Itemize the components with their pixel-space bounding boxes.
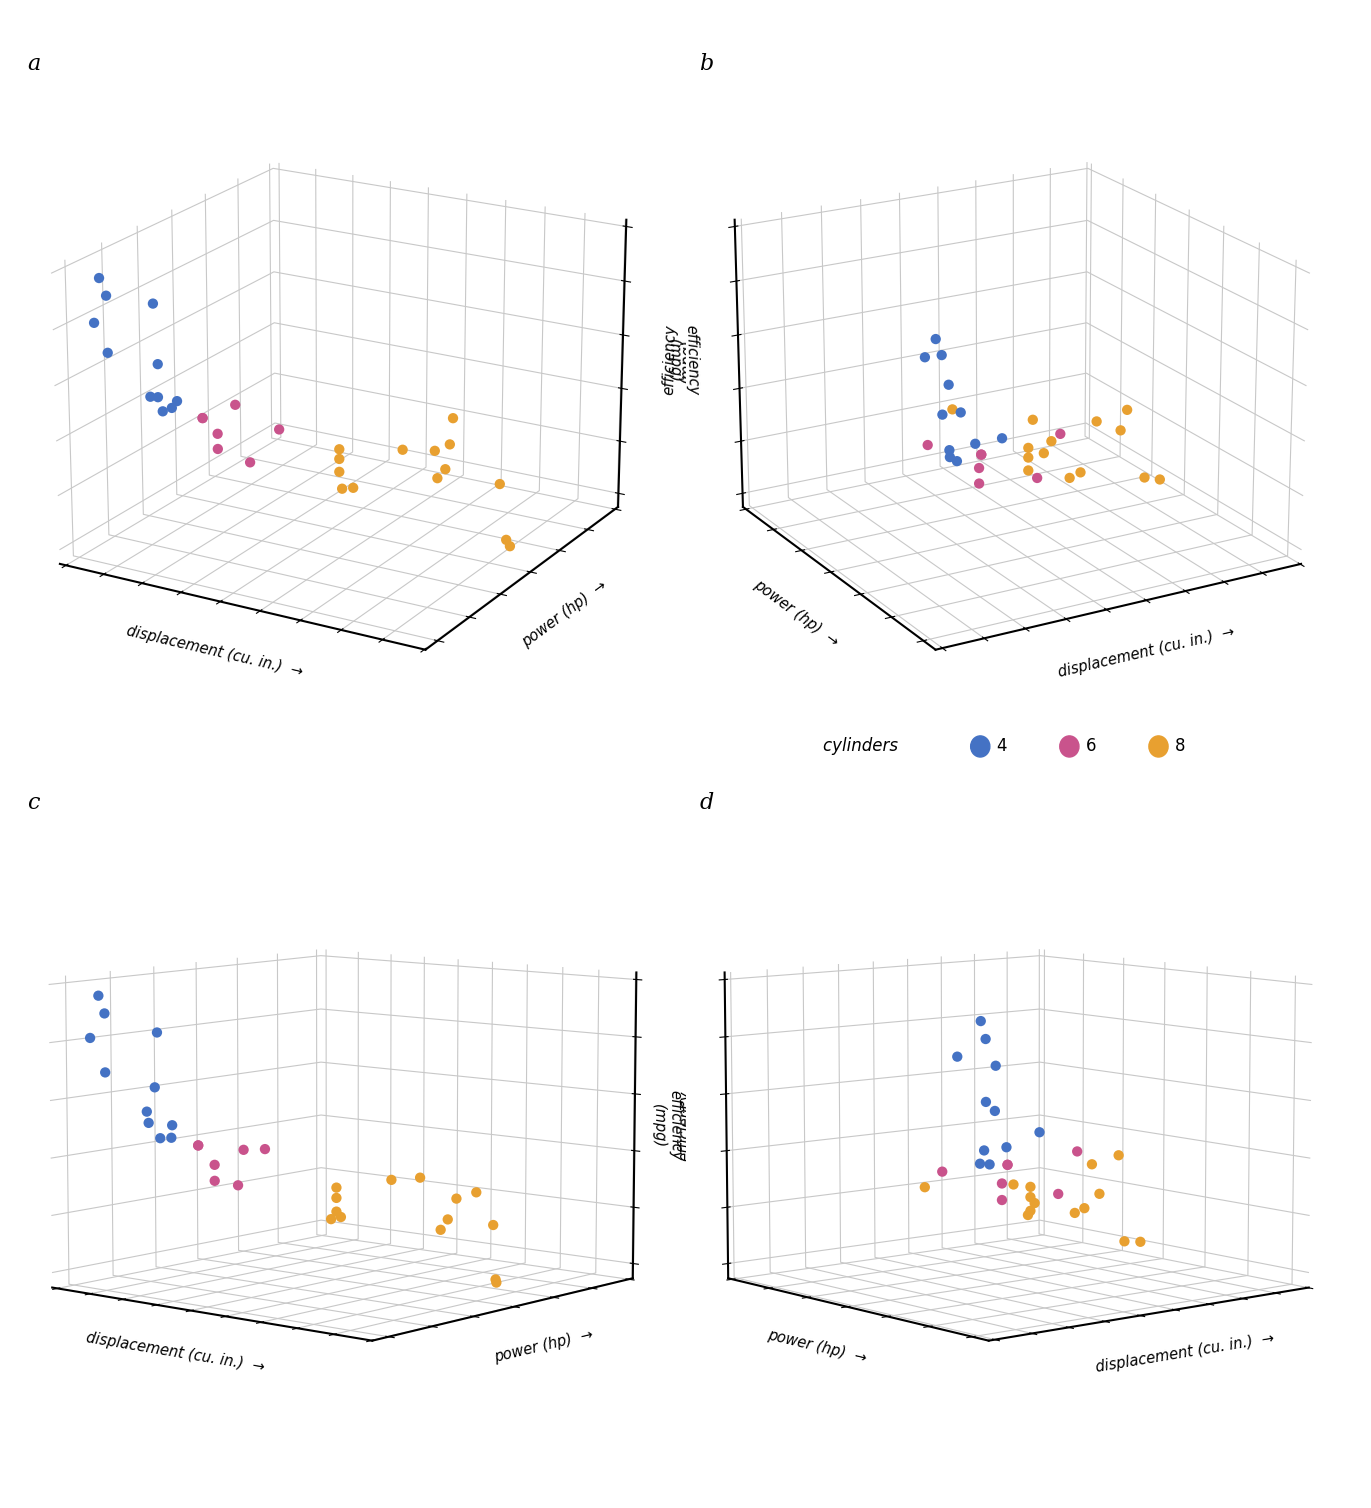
X-axis label: displacement (cu. in.)  →: displacement (cu. in.) → <box>125 624 304 680</box>
Text: b: b <box>699 53 713 75</box>
X-axis label: displacement (cu. in.)  →: displacement (cu. in.) → <box>1095 1330 1275 1375</box>
Y-axis label: power (hp)  →: power (hp) → <box>751 578 842 650</box>
Y-axis label: power (hp)  →: power (hp) → <box>492 1327 595 1365</box>
Y-axis label: power (hp)  →: power (hp) → <box>520 578 610 650</box>
X-axis label: displacement (cu. in.)  →: displacement (cu. in.) → <box>85 1330 266 1375</box>
Text: a: a <box>27 53 41 75</box>
Text: d: d <box>699 792 713 814</box>
Text: 6: 6 <box>1086 737 1097 756</box>
X-axis label: displacement (cu. in.)  →: displacement (cu. in.) → <box>1057 624 1237 680</box>
Text: c: c <box>27 792 40 814</box>
Y-axis label: power (hp)  →: power (hp) → <box>766 1327 868 1365</box>
Text: 4: 4 <box>997 737 1008 756</box>
Text: cylinders: cylinders <box>823 737 908 756</box>
Text: 8: 8 <box>1175 737 1186 756</box>
